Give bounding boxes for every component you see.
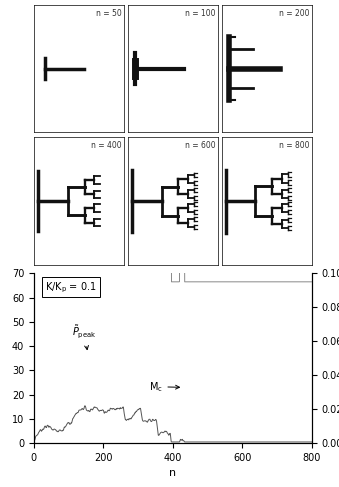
Text: M$_\mathrm{c}$: M$_\mathrm{c}$	[148, 380, 179, 393]
Text: $\tilde{P}_\mathrm{peak}$: $\tilde{P}_\mathrm{peak}$	[72, 324, 97, 350]
Text: n = 100: n = 100	[185, 9, 215, 18]
Text: K/K$_\mathrm{p}$ = 0.1: K/K$_\mathrm{p}$ = 0.1	[45, 280, 97, 295]
X-axis label: n: n	[169, 468, 177, 478]
Text: n = 200: n = 200	[279, 9, 309, 18]
Text: n = 600: n = 600	[185, 141, 215, 150]
Text: n = 50: n = 50	[96, 9, 121, 18]
Text: n = 400: n = 400	[91, 141, 121, 150]
Text: n = 800: n = 800	[279, 141, 309, 150]
